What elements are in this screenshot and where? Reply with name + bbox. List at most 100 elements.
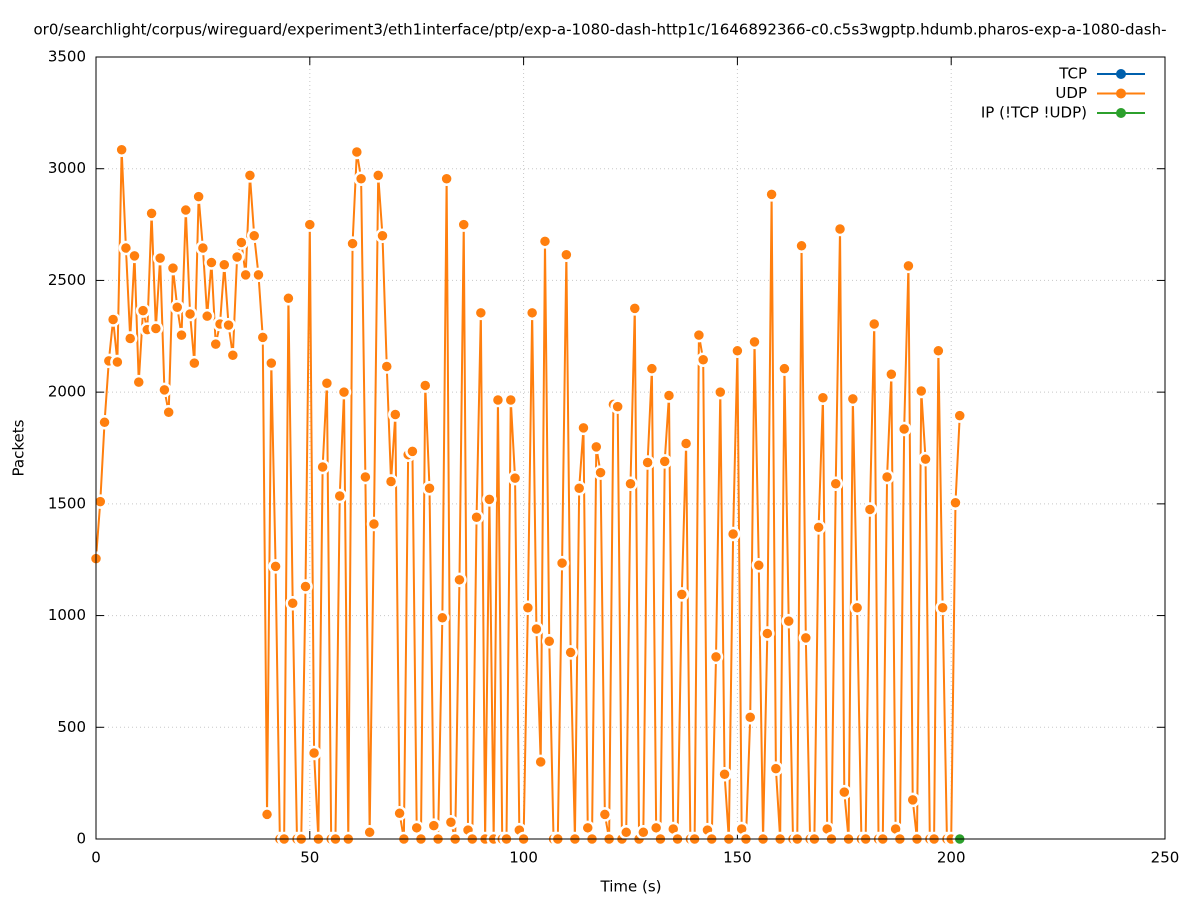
chart-title: or0/searchlight/corpus/wireguard/experim… (34, 21, 1167, 39)
y-tick-label: 1500 (48, 494, 86, 512)
data-point (195, 240, 211, 256)
data-point (554, 555, 570, 571)
data-point (931, 343, 946, 359)
data-point (392, 806, 407, 821)
data-point (161, 405, 176, 420)
data-point (204, 255, 219, 270)
data-point (319, 375, 335, 391)
data-point (542, 634, 557, 649)
data-point (221, 317, 236, 333)
data-point (379, 359, 395, 374)
data-point (644, 361, 660, 376)
data-point (217, 257, 232, 273)
data-point (118, 240, 134, 256)
data-point (443, 814, 459, 830)
data-point (298, 579, 313, 594)
data-point (174, 327, 189, 343)
data-point (238, 267, 253, 283)
data-point (383, 474, 399, 489)
data-point (914, 383, 929, 399)
data-point (849, 600, 865, 616)
data-point (178, 202, 194, 218)
x-tick-label: 50 (300, 849, 319, 867)
x-tick-label: 0 (91, 849, 101, 867)
data-point (597, 807, 613, 822)
data-point (901, 258, 916, 274)
data-point (905, 792, 920, 808)
data-point (713, 384, 728, 400)
data-point (559, 247, 574, 262)
data-point (768, 761, 784, 776)
data-point (336, 384, 352, 400)
data-point (708, 649, 724, 665)
data-point (623, 476, 638, 491)
data-point (636, 825, 651, 840)
data-point (187, 355, 202, 371)
data-point (837, 784, 852, 800)
data-point (268, 559, 283, 574)
data-point (952, 408, 968, 423)
data-point (777, 361, 792, 376)
data-point (405, 444, 420, 459)
data-point (896, 421, 912, 437)
data-point (503, 392, 519, 408)
data-point (152, 250, 168, 266)
data-point (242, 168, 258, 183)
data-point (144, 206, 159, 221)
data-point (370, 168, 386, 183)
data-point (533, 754, 548, 770)
data-point (520, 600, 536, 616)
x-tick-label: 150 (723, 849, 752, 867)
data-point (418, 378, 433, 393)
data-point (571, 480, 587, 496)
data-point (97, 415, 112, 430)
data-point (563, 645, 578, 660)
data-point (678, 436, 694, 451)
data-point (135, 303, 151, 318)
legend-label: TCP (1058, 65, 1087, 83)
data-point (866, 316, 882, 332)
data-point (811, 520, 826, 535)
data-point (302, 217, 318, 232)
data-point (110, 354, 125, 370)
data-point (246, 228, 262, 243)
data-point (353, 171, 369, 187)
data-point (315, 459, 330, 475)
data-point (435, 610, 450, 626)
data-point (229, 249, 245, 265)
y-tick-label: 500 (57, 718, 86, 736)
data-point (751, 558, 767, 573)
data-point (845, 391, 861, 407)
data-point (832, 221, 848, 237)
data-point (725, 526, 741, 542)
data-point (251, 267, 266, 283)
y-tick-label: 3500 (48, 48, 86, 66)
data-point (884, 367, 899, 382)
data-point (742, 709, 758, 725)
x-axis-label: Time (s) (600, 878, 662, 896)
data-point (388, 407, 403, 422)
data-point (507, 470, 523, 486)
data-point (473, 305, 489, 321)
data-point (456, 217, 471, 232)
data-point (524, 305, 540, 321)
data-point (362, 825, 377, 840)
data-point (148, 321, 164, 336)
data-point (760, 626, 775, 641)
data-point (375, 228, 390, 243)
data-point (234, 235, 249, 250)
data-point (798, 630, 814, 646)
data-point (935, 600, 950, 616)
data-point (794, 238, 809, 254)
x-tick-label: 100 (509, 849, 538, 867)
data-point (862, 502, 878, 517)
series-line (95, 149, 961, 843)
data-point (781, 613, 796, 629)
y-axis-label: Packets (10, 419, 28, 476)
data-point (122, 331, 138, 346)
y-tick-label: 1000 (48, 606, 86, 624)
data-point (114, 142, 129, 157)
data-point (490, 392, 506, 408)
data-point (730, 343, 745, 359)
